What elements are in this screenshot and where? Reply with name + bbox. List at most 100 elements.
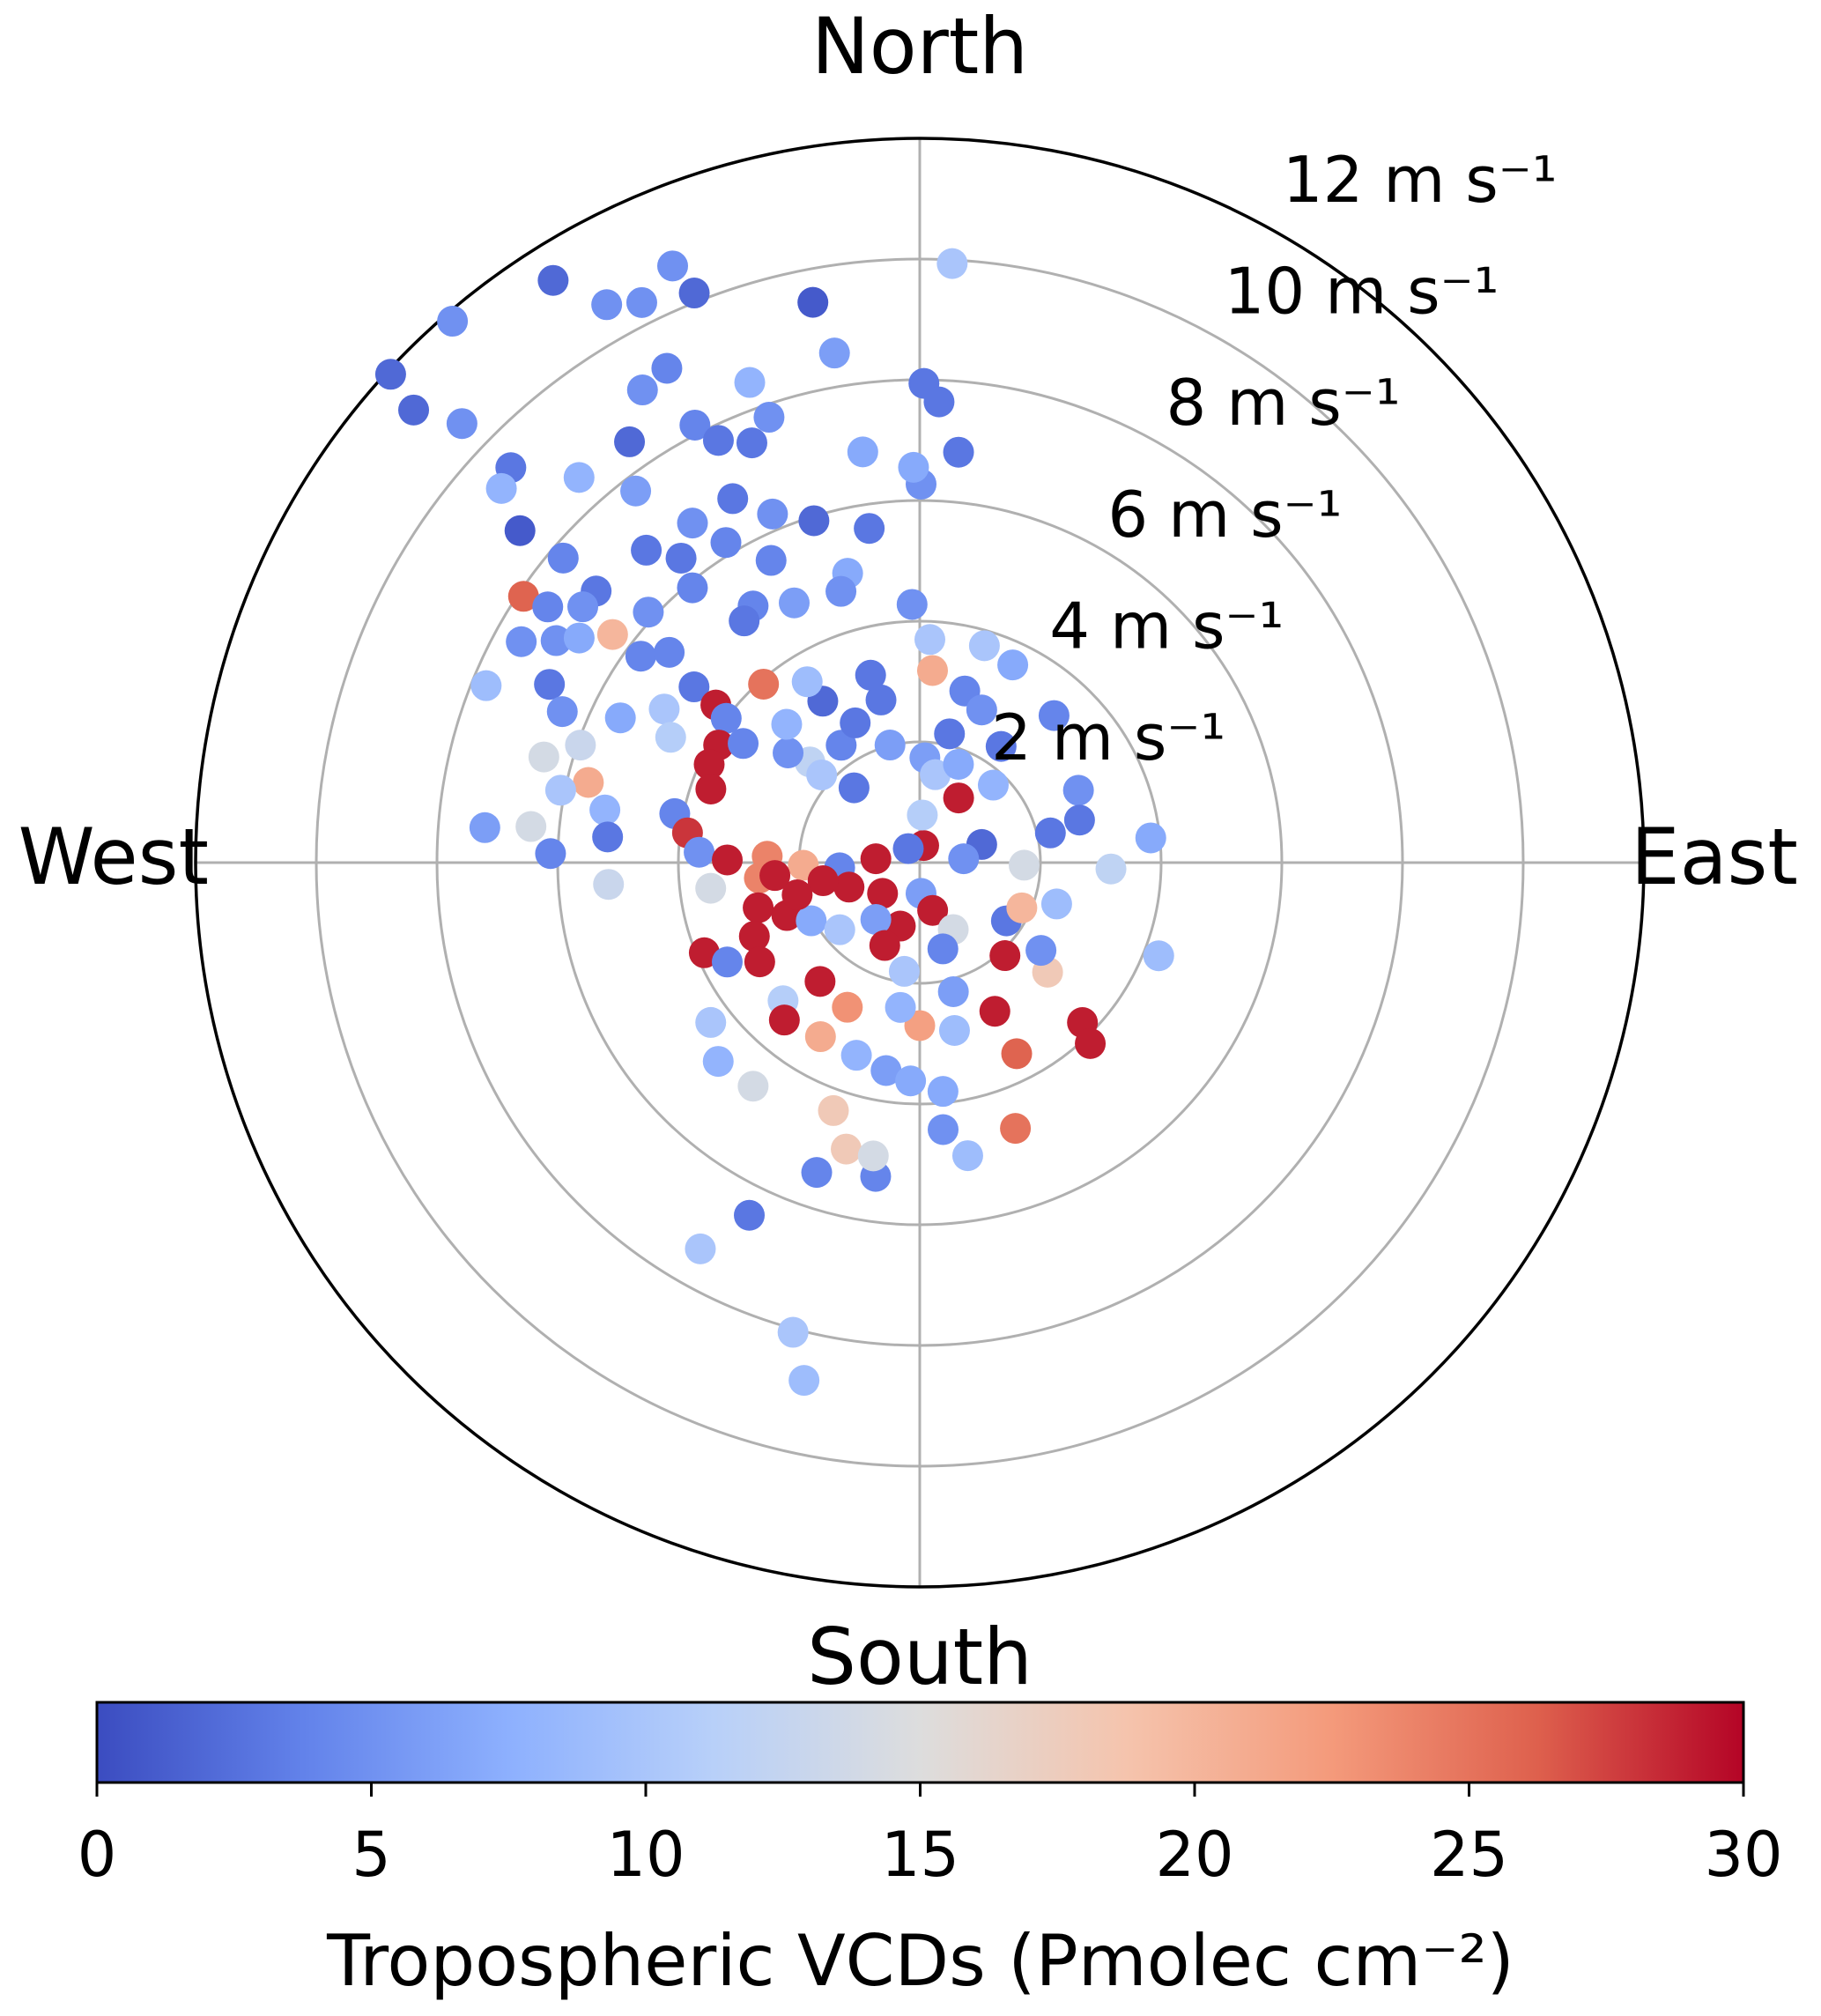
data-point [855, 659, 886, 691]
data-point [788, 1365, 820, 1397]
data-point [743, 892, 774, 923]
data-point [506, 626, 537, 657]
data-point [818, 1094, 849, 1126]
data-point [563, 462, 595, 493]
data-point [892, 833, 924, 864]
data-point [966, 694, 997, 726]
data-point [771, 708, 803, 740]
data-point [398, 394, 430, 426]
data-point [874, 730, 906, 761]
data-point [917, 894, 949, 926]
data-point [943, 436, 974, 468]
data-point [1135, 822, 1166, 854]
data-point [651, 352, 683, 384]
data-point [679, 409, 711, 441]
data-point [847, 436, 878, 468]
colorbar-label: Tropospheric VCDs (Pmolec cm⁻²) [326, 1920, 1514, 2002]
data-point [712, 844, 744, 876]
data-point [943, 748, 974, 780]
data-point [1034, 817, 1066, 849]
data-point [989, 940, 1021, 972]
data-point [535, 838, 566, 870]
colorbar [95, 1701, 1745, 1784]
data-point [870, 1055, 902, 1086]
colorbar-tick-label: 25 [1430, 1819, 1508, 1891]
colorbar-tick-label: 15 [881, 1819, 959, 1891]
data-point [927, 933, 959, 965]
data-point [626, 286, 657, 318]
data-point [804, 966, 836, 997]
data-point [806, 759, 838, 790]
data-point [1143, 940, 1174, 972]
data-point [648, 693, 680, 725]
data-point [1095, 853, 1127, 885]
data-point [728, 728, 759, 760]
r-tick-label: 6 m s⁻¹ [1107, 478, 1342, 552]
data-point [1006, 892, 1038, 923]
data-point [948, 843, 980, 875]
data-point [657, 250, 689, 282]
data-point [695, 1006, 727, 1038]
data-point [869, 930, 900, 961]
data-point [927, 1076, 959, 1108]
colorbar-tick-label: 10 [606, 1819, 685, 1891]
data-point [631, 534, 663, 566]
data-point [796, 905, 827, 937]
data-point [546, 696, 578, 728]
data-point [804, 1021, 836, 1053]
data-point [685, 1233, 716, 1264]
data-point [773, 737, 804, 768]
data-point [736, 427, 767, 459]
data-point [374, 359, 406, 390]
data-point [896, 589, 928, 620]
data-point [573, 767, 604, 798]
colorbar-tick-label: 30 [1704, 1819, 1782, 1891]
data-point [885, 991, 916, 1023]
direction-label: South [807, 1612, 1033, 1702]
data-point [985, 730, 1017, 762]
data-point [824, 914, 855, 945]
data-point [507, 581, 539, 612]
data-point [895, 1065, 927, 1097]
data-point [547, 542, 579, 574]
data-point [565, 730, 596, 761]
data-point [693, 749, 725, 781]
data-point [469, 812, 500, 843]
data-point [867, 878, 899, 909]
data-point [1062, 775, 1094, 806]
data-point [854, 513, 885, 545]
data-point [563, 622, 595, 654]
data-point [825, 730, 857, 761]
data-point [677, 508, 708, 539]
data-point [923, 386, 955, 418]
data-point [633, 597, 664, 628]
data-point [515, 811, 547, 842]
data-point [977, 769, 1009, 801]
data-point [943, 782, 974, 814]
data-point [678, 671, 710, 703]
direction-label: West [19, 812, 209, 902]
data-point [1063, 804, 1095, 836]
r-tick-label: 12 m s⁻¹ [1283, 143, 1558, 217]
data-point [678, 278, 710, 309]
data-point [684, 836, 715, 868]
data-point [748, 668, 780, 700]
data-point [979, 996, 1010, 1027]
data-point [914, 624, 945, 656]
data-point [528, 741, 559, 773]
data-point [593, 869, 625, 901]
data-point [934, 718, 966, 750]
data-point [833, 871, 865, 903]
data-point [865, 684, 897, 715]
data-point [592, 821, 624, 853]
data-point [832, 991, 863, 1023]
data-point [738, 921, 770, 952]
data-point [759, 860, 791, 892]
data-point [1001, 1038, 1033, 1070]
data-point [485, 472, 517, 504]
data-point [920, 759, 951, 790]
data-point [907, 799, 938, 831]
data-point [1000, 1113, 1032, 1145]
data-point [540, 625, 572, 656]
